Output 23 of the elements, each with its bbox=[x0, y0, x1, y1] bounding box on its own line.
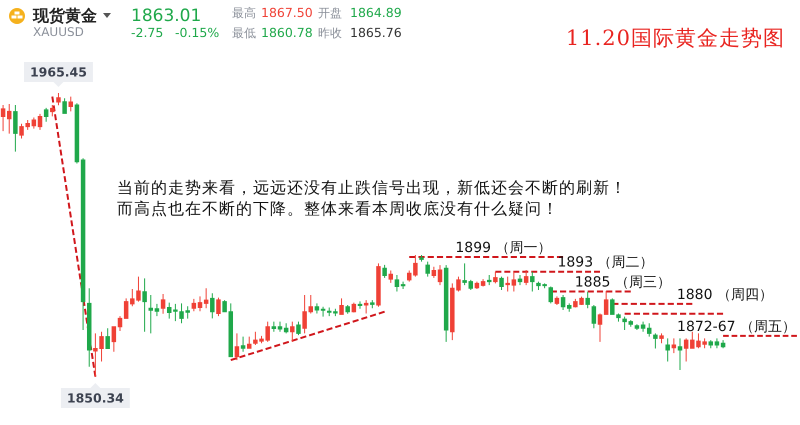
subtitle: 现货黄金 bbox=[33, 6, 97, 25]
title: 11.20国际黄金走势图 bbox=[566, 26, 785, 50]
annotation: 1867.50 bbox=[261, 5, 313, 20]
annotation: 昨收 bbox=[318, 26, 342, 40]
callout-label: 1850.34 bbox=[66, 390, 124, 406]
annotation: -0.15% bbox=[175, 25, 220, 40]
annotation: -2.75 bbox=[131, 25, 164, 40]
annotation: 1865.76 bbox=[350, 25, 402, 40]
line-label: 1880 （周四） bbox=[676, 286, 773, 303]
annotation: XAUUSD bbox=[33, 25, 84, 39]
line-label: 1885 （周三） bbox=[574, 274, 671, 290]
callout-label: 1965.45 bbox=[30, 64, 87, 80]
annotation: 1860.78 bbox=[261, 25, 313, 40]
annotation: 开盘 bbox=[318, 6, 342, 20]
line-label: 1872-67 （周五） bbox=[677, 318, 796, 335]
annotation: 1864.89 bbox=[350, 5, 402, 20]
annotation: 而高点也在不断的下降。整体来看本周收底没有什么疑问！ bbox=[117, 199, 559, 218]
line-label: 1899 （周一） bbox=[455, 240, 552, 256]
annotation: 最低 bbox=[232, 26, 256, 40]
line-label: 1893 （周二） bbox=[557, 254, 654, 271]
annotation: 当前的走势来看，远远还没有止跌信号出现，新低还会不断的刷新！ bbox=[117, 178, 627, 197]
annotation: 1863.01 bbox=[131, 6, 202, 26]
annotation: 最高 bbox=[232, 6, 256, 20]
